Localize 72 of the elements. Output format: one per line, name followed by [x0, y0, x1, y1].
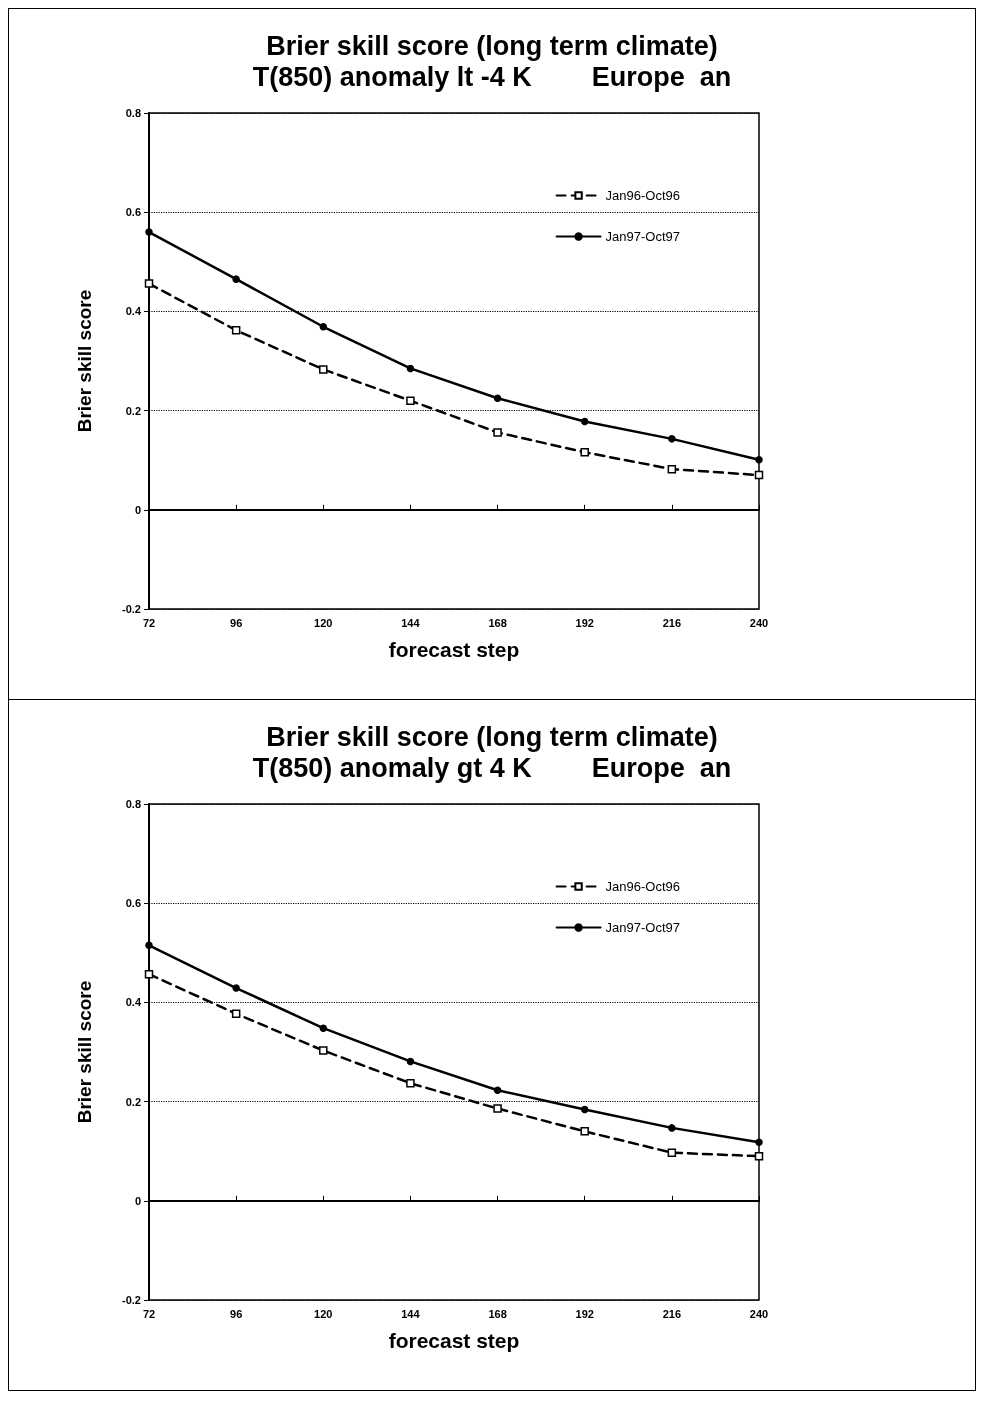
- point: [667, 1148, 677, 1157]
- point: [668, 1124, 676, 1132]
- point: [145, 228, 153, 236]
- x-tick-label: 144: [401, 616, 421, 629]
- x-tick-label: 168: [488, 1307, 507, 1320]
- x-tick-label: 72: [142, 1307, 156, 1320]
- x-tick-label: 192: [575, 616, 594, 629]
- chart-subtitle: T(850) anomaly lt -4 K Europe an: [252, 61, 732, 92]
- point: [493, 1086, 502, 1094]
- point: [232, 275, 240, 283]
- point: [754, 1151, 764, 1161]
- point: [145, 941, 153, 950]
- y-axis-title: Brier skill score: [74, 980, 95, 1124]
- point: [580, 448, 589, 457]
- point: [755, 1138, 763, 1147]
- y-tick-label: 0.6: [125, 897, 141, 910]
- chart-title: Brier skill score (long term climate): [266, 30, 718, 61]
- x-axis-title: forecast step: [388, 638, 520, 661]
- x-tick-label: 144: [401, 1307, 421, 1320]
- x-tick-label: 240: [749, 616, 769, 629]
- y-tick-label: -0.2: [122, 603, 141, 615]
- x-tick-label: 72: [142, 616, 156, 629]
- point: [493, 1104, 502, 1113]
- point: [319, 1046, 328, 1055]
- point: [231, 1009, 241, 1019]
- x-tick-label: 96: [230, 1307, 243, 1320]
- x-tick-label: 216: [662, 1307, 682, 1320]
- point: [580, 1127, 589, 1136]
- y-tick-label: 0: [134, 503, 141, 516]
- legend-label: Jan96-Oct96: [605, 879, 680, 894]
- point: [144, 969, 154, 979]
- point: [406, 396, 415, 405]
- y-tick-label: 0.2: [125, 404, 141, 417]
- x-tick-label: 216: [662, 616, 682, 629]
- point: [319, 1024, 328, 1032]
- y-tick-label: 0.4: [125, 305, 142, 318]
- legend-label: Jan96-Oct96: [605, 188, 680, 203]
- point: [668, 435, 676, 443]
- point: [406, 1057, 415, 1066]
- chart-subtitle: T(850) anomaly gt 4 K Europe an: [252, 752, 732, 783]
- y-tick-label: 0.8: [125, 798, 141, 810]
- point: [493, 394, 502, 402]
- point: [580, 1105, 589, 1114]
- chart-title: Brier skill score (long term climate): [266, 721, 718, 752]
- point: [667, 464, 677, 474]
- x-tick-label: 192: [575, 1307, 594, 1320]
- y-tick-label: 0.8: [125, 107, 141, 119]
- x-tick-label: 96: [230, 616, 243, 629]
- point: [580, 417, 589, 426]
- y-tick-label: 0.2: [125, 1095, 141, 1108]
- point: [319, 323, 328, 331]
- y-tick-label: 0.6: [125, 206, 141, 219]
- y-axis-title: Brier skill score: [74, 289, 95, 433]
- y-tick-label: 0.4: [125, 996, 142, 1009]
- point: [406, 364, 415, 373]
- point: [232, 984, 240, 992]
- x-tick-label: 240: [749, 1307, 769, 1320]
- point: [755, 455, 763, 464]
- point: [406, 1079, 415, 1088]
- x-tick-label: 120: [314, 616, 333, 629]
- legend-label: Jan97-Oct97: [605, 229, 680, 244]
- point: [754, 470, 764, 480]
- y-tick-label: 0: [134, 1194, 141, 1207]
- x-tick-label: 120: [314, 1307, 333, 1320]
- x-tick-label: 168: [488, 616, 507, 629]
- y-tick-label: -0.2: [122, 1294, 141, 1306]
- point: [319, 365, 328, 374]
- point: [144, 279, 154, 288]
- x-axis-title: forecast step: [388, 1329, 520, 1352]
- point: [231, 326, 241, 335]
- legend-label: Jan97-Oct97: [605, 920, 680, 935]
- point: [493, 428, 502, 437]
